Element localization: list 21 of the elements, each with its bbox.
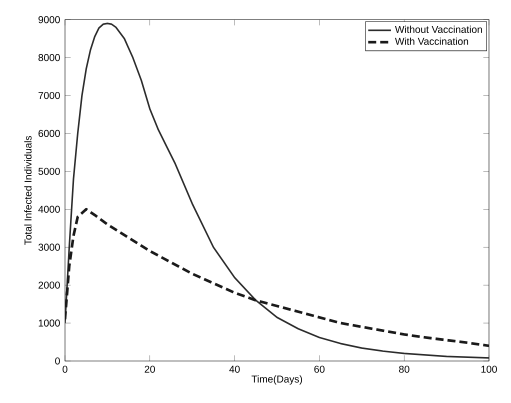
- y-tick-label: 2000: [38, 282, 60, 289]
- y-tick-label: 4000: [38, 206, 60, 213]
- y-tick-label: 6000: [38, 130, 60, 137]
- y-tick-label: 1000: [38, 320, 60, 327]
- y-axis-title: Total Infected Individuals: [24, 136, 32, 245]
- x-tick-label: 100: [481, 366, 497, 373]
- x-tick-label: 80: [399, 366, 410, 373]
- line-series: [65, 22, 489, 359]
- x-tick-label: 0: [62, 366, 68, 373]
- x-tick-label: 20: [144, 366, 155, 373]
- legend-label: With Vaccination: [395, 38, 468, 45]
- x-tick-label: 40: [229, 366, 240, 373]
- y-tick-label: 9000: [38, 16, 60, 24]
- y-tick-label: 0: [55, 357, 60, 365]
- y-tick-label: 7000: [38, 92, 60, 100]
- y-tick-label: 3000: [38, 244, 60, 251]
- x-axis-title: Time(Days): [252, 375, 302, 385]
- x-tick-label: 60: [314, 366, 325, 373]
- y-tick-label: 8000: [38, 54, 60, 62]
- y-tick-label: 5000: [38, 168, 60, 175]
- legend-label: Without Vaccination: [395, 26, 482, 33]
